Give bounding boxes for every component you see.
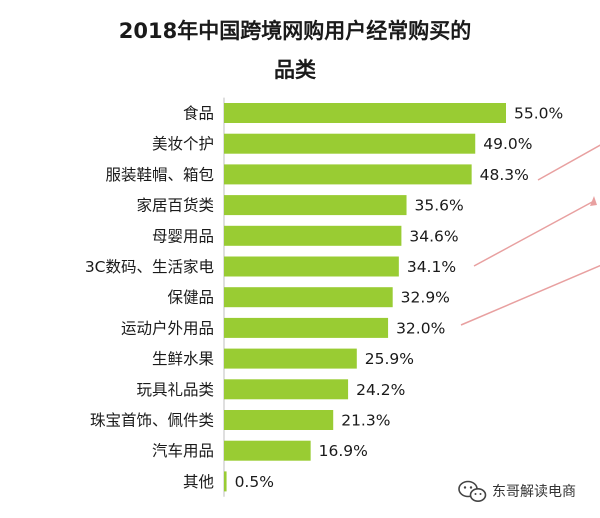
category-label: 食品 [183, 105, 214, 123]
bar [224, 440, 311, 461]
bar [224, 379, 349, 400]
chart-title-line-2: 品类 [274, 58, 317, 82]
category-label: 其他 [183, 473, 214, 491]
bars [224, 103, 506, 492]
bar [224, 225, 402, 246]
watermark: 东哥解读电商 [458, 480, 576, 502]
value-label: 0.5% [235, 473, 274, 491]
value-label: 34.1% [407, 258, 456, 276]
category-label: 生鲜水果 [152, 350, 214, 368]
category-label: 母婴用品 [152, 227, 214, 245]
category-label: 玩具礼品类 [136, 381, 214, 399]
value-label: 34.6% [409, 227, 458, 245]
bar [224, 103, 506, 123]
callout-line [537, 144, 600, 181]
callout-lines [460, 144, 600, 326]
value-label: 32.9% [401, 289, 450, 307]
value-label: 25.9% [365, 350, 414, 368]
category-label: 美妆个护 [152, 135, 214, 153]
value-label: 16.9% [319, 442, 368, 460]
bar [224, 164, 472, 185]
value-label: 49.0% [483, 135, 532, 153]
category-label: 汽车用品 [152, 442, 214, 460]
bar [224, 195, 407, 216]
chart-title-line-1: 2018年中国跨境网购用户经常购买的 [119, 19, 471, 43]
callout-arrowhead [590, 196, 597, 206]
value-label: 32.0% [396, 319, 445, 337]
category-label: 珠宝首饰、佩件类 [90, 412, 214, 430]
watermark-text: 东哥解读电商 [492, 483, 576, 500]
bar [224, 256, 399, 277]
callout-line [473, 200, 595, 267]
value-label: 48.3% [480, 166, 529, 184]
value-label: 55.0% [514, 105, 563, 123]
wechat-icon [458, 480, 487, 502]
value-label: 24.2% [356, 381, 405, 399]
callout-line [460, 264, 600, 326]
value-label: 21.3% [341, 412, 390, 430]
bar [224, 410, 334, 430]
value-labels: 55.0% 49.0% 48.3% 35.6% 34.6% 34.1% 32.9% 32.0%… [235, 105, 564, 491]
category-label: 运动户外用品 [121, 319, 214, 337]
bar [224, 133, 476, 154]
value-label: 35.6% [415, 197, 464, 215]
category-label: 保健品 [167, 289, 214, 307]
bar [224, 348, 357, 369]
category-label: 服装鞋帽、箱包 [105, 166, 214, 184]
bar [224, 287, 393, 308]
category-label: 3C数码、生活家电 [85, 258, 214, 276]
category-label: 家居百货类 [136, 197, 214, 215]
bar [224, 471, 227, 492]
bar [224, 317, 389, 338]
